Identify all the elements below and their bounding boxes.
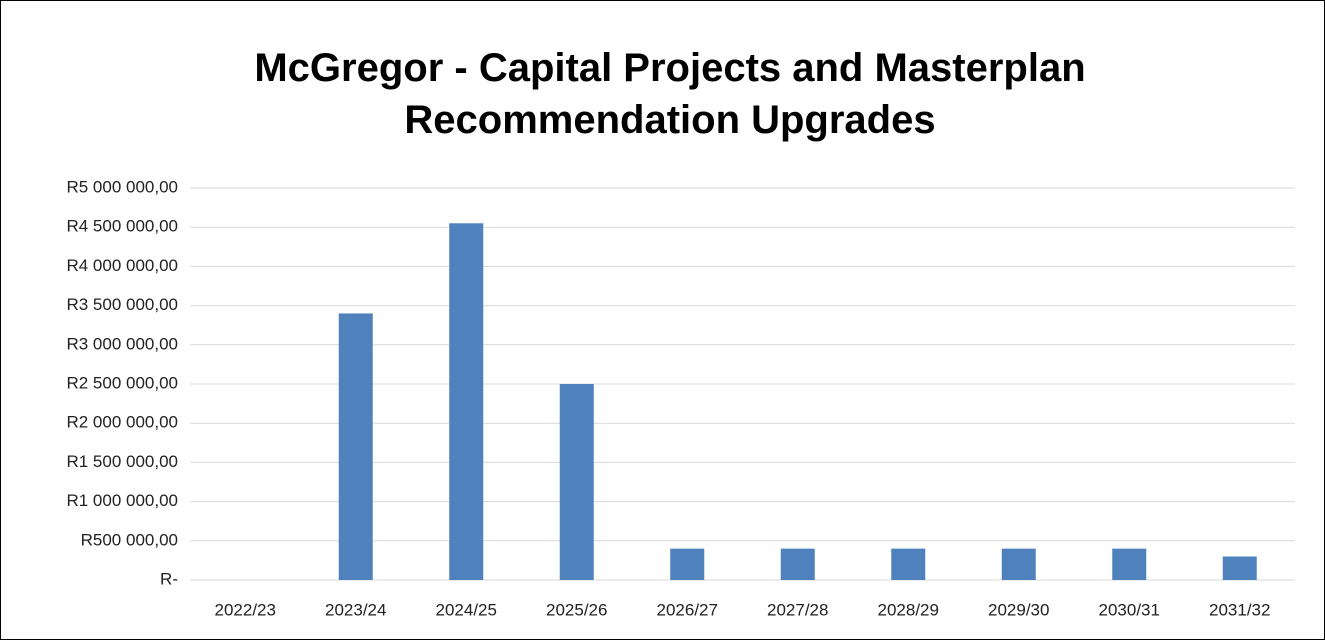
y-tick-label: R-: [160, 569, 178, 588]
x-tick-label: 2029/30: [988, 600, 1049, 619]
y-tick-label: R2 000 000,00: [66, 413, 178, 432]
x-tick-label: 2027/28: [767, 600, 828, 619]
x-tick-label: 2022/23: [215, 600, 276, 619]
x-tick-label: 2023/24: [325, 600, 386, 619]
bar: [449, 223, 484, 580]
y-tick-label: R4 000 000,00: [66, 256, 178, 275]
y-tick-label: R2 500 000,00: [66, 373, 178, 392]
bar: [891, 548, 926, 580]
x-tick-label: 2030/31: [1099, 600, 1160, 619]
bar: [338, 313, 373, 580]
bar: [670, 548, 705, 580]
x-tick-label: 2031/32: [1209, 600, 1270, 619]
bar: [559, 384, 594, 580]
bar: [1001, 548, 1036, 580]
y-tick-label: R1 000 000,00: [66, 491, 178, 510]
x-tick-label: 2028/29: [878, 600, 939, 619]
y-tick-label: R3 000 000,00: [66, 334, 178, 353]
x-tick-label: 2026/27: [657, 600, 718, 619]
bar: [780, 548, 815, 580]
y-tick-label: R3 500 000,00: [66, 295, 178, 314]
y-tick-label: R1 500 000,00: [66, 452, 178, 471]
x-tick-label: 2024/25: [436, 600, 497, 619]
y-tick-label: R4 500 000,00: [66, 217, 178, 236]
x-tick-label: 2025/26: [546, 600, 607, 619]
bar: [1222, 556, 1257, 580]
chart-title: McGregor - Capital Projects and Masterpl…: [254, 46, 1086, 142]
y-tick-label: R5 000 000,00: [66, 177, 178, 196]
y-tick-label: R500 000,00: [81, 530, 178, 549]
bar: [1112, 548, 1147, 580]
